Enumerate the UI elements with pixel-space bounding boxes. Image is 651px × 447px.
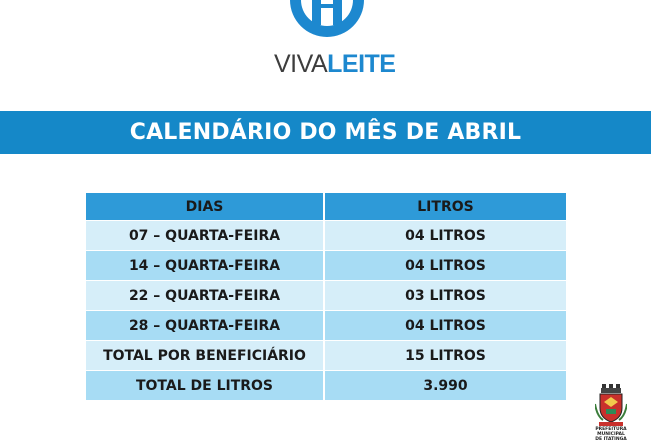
table-row: 14 – QUARTA-FEIRA 04 LITROS	[86, 250, 566, 281]
column-header-days: DIAS	[86, 193, 325, 221]
table-cell-label: TOTAL POR BENEFICIÁRIO	[86, 340, 325, 371]
table-cell-liters: 04 LITROS	[324, 250, 566, 281]
table-header-row: DIAS LITROS	[86, 193, 566, 221]
table-row: 28 – QUARTA-FEIRA 04 LITROS	[86, 310, 566, 341]
logo-word-leite: LEITE	[327, 50, 396, 78]
column-header-liters: LITROS	[324, 193, 566, 221]
calendar-table: DIAS LITROS 07 – QUARTA-FEIRA 04 LITROS …	[86, 193, 566, 401]
table-cell-day: 28 – QUARTA-FEIRA	[86, 310, 325, 341]
table-row: 07 – QUARTA-FEIRA 04 LITROS	[86, 220, 566, 251]
logo-word-viva: VIVA	[274, 50, 328, 78]
seal-caption-line1: PREFEITURA MUNICIPAL	[595, 427, 627, 437]
table-cell-liters: 03 LITROS	[324, 280, 566, 311]
logo-wordmark: VIVALEITE	[274, 50, 396, 78]
coat-of-arms-icon	[595, 384, 627, 426]
table-cell-liters: 04 LITROS	[324, 310, 566, 341]
page-title: CALENDÁRIO DO MÊS DE ABRIL	[129, 120, 522, 145]
table-cell-day: 14 – QUARTA-FEIRA	[86, 250, 325, 281]
viva-leite-logo: VIVALEITE	[274, 0, 396, 80]
table-cell-day: 07 – QUARTA-FEIRA	[86, 220, 325, 251]
table-cell-day: 22 – QUARTA-FEIRA	[86, 280, 325, 311]
table-cell-liters: 04 LITROS	[324, 220, 566, 251]
table-row: 22 – QUARTA-FEIRA 03 LITROS	[86, 280, 566, 311]
table-cell-label: TOTAL DE LITROS	[86, 370, 325, 401]
seal-caption: PREFEITURA MUNICIPAL DE ITATINGA	[582, 427, 640, 442]
table-row-total-per-beneficiary: TOTAL POR BENEFICIÁRIO 15 LITROS	[86, 340, 566, 371]
municipal-seal: PREFEITURA MUNICIPAL DE ITATINGA	[582, 384, 640, 444]
viva-leite-logo-mark-icon	[290, 0, 364, 37]
table-cell-total: 3.990	[324, 370, 566, 401]
table-row-total-liters: TOTAL DE LITROS 3.990	[86, 370, 566, 401]
title-banner: CALENDÁRIO DO MÊS DE ABRIL	[0, 111, 651, 154]
table-cell-liters: 15 LITROS	[324, 340, 566, 371]
seal-caption-line2: DE ITATINGA	[595, 437, 627, 442]
